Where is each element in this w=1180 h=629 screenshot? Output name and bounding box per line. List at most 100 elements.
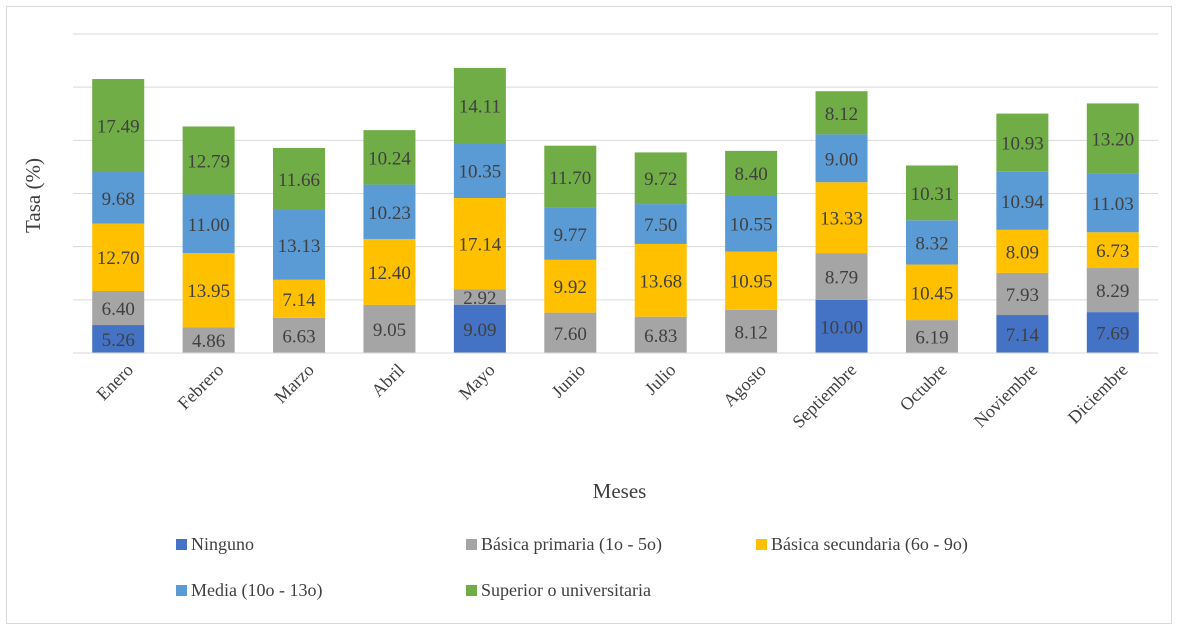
legend-swatch: [756, 539, 767, 550]
data-label: 12.70: [97, 248, 140, 269]
x-tick-label: Junio: [547, 360, 589, 402]
data-label: 11.03: [1092, 194, 1134, 215]
bar-segment: [815, 253, 868, 300]
legend-swatch: [466, 539, 477, 550]
bar-segment: [634, 152, 687, 205]
bar-segment: [634, 204, 687, 244]
data-label: 8.12: [735, 322, 768, 343]
data-label: 9.00: [825, 149, 858, 170]
bar-segment: [363, 130, 416, 185]
data-label: 9.09: [463, 320, 496, 341]
bar-segment: [544, 259, 597, 313]
data-label: 13.33: [820, 209, 863, 230]
bar-segment: [273, 209, 326, 280]
data-label: 10.45: [911, 283, 954, 304]
data-label: 10.94: [1001, 192, 1044, 213]
bar-segment: [273, 317, 326, 353]
bar-segment: [725, 150, 778, 196]
bar-segment: [363, 238, 416, 305]
data-label: 9.92: [554, 277, 587, 298]
data-label: 13.95: [187, 281, 230, 302]
data-label: 12.40: [368, 263, 411, 284]
bar-segment: [996, 171, 1049, 230]
legend-item: Media (10o - 13o): [176, 580, 322, 601]
bar-segment: [996, 113, 1049, 172]
bar-segment: [996, 272, 1049, 316]
bar-segment: [725, 195, 778, 252]
bar-segment: [1086, 312, 1139, 353]
legend-label: Superior o universitaria: [481, 580, 651, 600]
legend-item: Básica secundaria (6o - 9o): [756, 534, 968, 555]
chart-frame: [6, 6, 1172, 624]
data-label: 11.66: [278, 170, 320, 191]
bar-segment: [815, 91, 868, 135]
bar-segment: [453, 198, 506, 290]
legend-label: Básica secundaria (6o - 9o): [771, 534, 968, 554]
bar-segment: [544, 145, 597, 208]
bar-segment: [1086, 173, 1139, 233]
bar-segment: [1086, 103, 1139, 174]
data-label: 13.68: [639, 271, 682, 292]
bar-segment: [544, 207, 597, 260]
bar-segment: [996, 315, 1049, 353]
data-label: 6.19: [915, 328, 948, 349]
data-label: 10.95: [730, 272, 773, 293]
bar-segment: [92, 172, 145, 224]
data-label: 7.14: [1006, 325, 1040, 346]
data-label: 2.92: [463, 288, 496, 309]
data-label: 7.60: [554, 324, 587, 345]
data-label: 5.26: [102, 330, 135, 351]
bar-segment: [1086, 232, 1139, 269]
bar-segment: [453, 289, 506, 305]
data-label: 8.09: [1006, 242, 1039, 263]
bar-segment: [182, 194, 235, 253]
bar-segment: [725, 251, 778, 310]
x-tick-label: Mayo: [455, 360, 499, 404]
bar-segment: [92, 325, 145, 353]
data-label: 6.83: [644, 326, 677, 347]
data-label: 10.35: [459, 162, 502, 183]
data-label: 6.73: [1096, 241, 1129, 262]
data-label: 13.13: [278, 236, 321, 257]
legend-label: Ninguno: [191, 534, 254, 554]
legend-item: Ninguno: [176, 534, 254, 555]
bar-segment: [273, 147, 326, 210]
bar-segment: [453, 142, 506, 199]
data-label: 9.72: [644, 169, 677, 190]
bar-segment: [273, 279, 326, 318]
data-label: 13.20: [1091, 130, 1134, 151]
data-label: 14.11: [459, 96, 501, 117]
data-label: 8.12: [825, 104, 858, 125]
data-label: 9.05: [373, 320, 406, 341]
data-label: 10.00: [820, 317, 863, 338]
bar-segment: [453, 304, 506, 353]
legend-item: Básica primaria (1o - 5o): [466, 534, 662, 555]
data-label: 9.68: [102, 189, 135, 210]
bar-segment: [905, 165, 958, 221]
data-label: 10.31: [911, 184, 954, 205]
data-label: 8.79: [825, 267, 858, 288]
data-label: 8.32: [915, 233, 948, 254]
x-tick-label: Abril: [367, 360, 408, 401]
x-tick-label: Noviembre: [970, 360, 1041, 431]
bar-segment: [544, 312, 597, 353]
legend-swatch: [176, 539, 187, 550]
data-label: 7.50: [644, 215, 677, 236]
bar-segment: [725, 309, 778, 353]
data-label: 10.23: [368, 203, 411, 224]
x-tick-label: Febrero: [174, 360, 228, 414]
bar-segment: [363, 184, 416, 239]
x-tick-label: Agosto: [719, 360, 770, 411]
bar-segment: [996, 229, 1049, 273]
bar-segment: [1086, 268, 1139, 313]
bar-segment: [905, 220, 958, 265]
data-label: 10.24: [368, 148, 411, 169]
data-label: 7.93: [1006, 285, 1039, 306]
bar-segment: [634, 243, 687, 317]
legend-swatch: [466, 585, 477, 596]
x-tick-label: Julio: [641, 360, 680, 399]
x-tick-label: Enero: [93, 360, 138, 405]
bar-segment: [815, 299, 868, 353]
data-label: 9.77: [554, 225, 587, 246]
legend-label: Básica primaria (1o - 5o): [481, 534, 662, 554]
